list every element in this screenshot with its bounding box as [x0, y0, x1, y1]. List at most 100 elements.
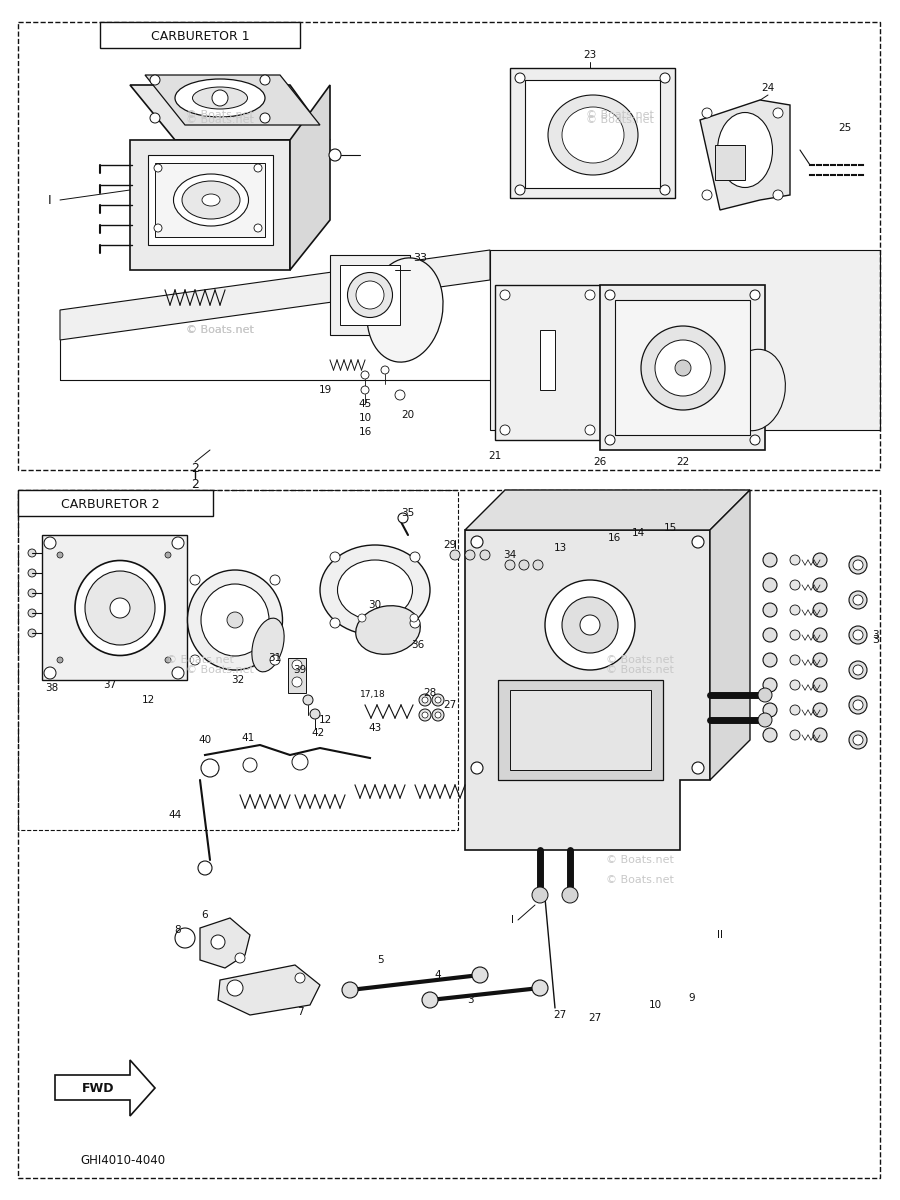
Ellipse shape	[724, 349, 786, 431]
Circle shape	[750, 290, 760, 300]
Text: 12: 12	[141, 695, 155, 704]
Circle shape	[330, 618, 340, 628]
Text: 39: 39	[293, 665, 307, 674]
Text: 5: 5	[377, 955, 383, 965]
Circle shape	[480, 550, 490, 560]
Circle shape	[154, 224, 162, 232]
Text: 41: 41	[241, 733, 255, 743]
Circle shape	[270, 575, 280, 584]
Circle shape	[790, 730, 800, 740]
Circle shape	[471, 762, 483, 774]
Text: 25: 25	[839, 122, 851, 133]
Circle shape	[790, 605, 800, 614]
Text: 27: 27	[589, 1013, 601, 1022]
Circle shape	[292, 677, 302, 686]
Circle shape	[330, 552, 340, 562]
Ellipse shape	[187, 570, 283, 670]
Circle shape	[692, 762, 704, 774]
Circle shape	[260, 74, 270, 85]
Circle shape	[28, 569, 36, 577]
Polygon shape	[130, 85, 330, 140]
Text: 15: 15	[663, 523, 677, 533]
Circle shape	[853, 734, 863, 745]
Polygon shape	[60, 250, 490, 340]
Circle shape	[410, 618, 420, 628]
Circle shape	[28, 608, 36, 617]
Circle shape	[110, 598, 130, 618]
Text: 12: 12	[319, 715, 331, 725]
Circle shape	[254, 164, 262, 172]
Ellipse shape	[367, 258, 443, 362]
Text: 27: 27	[554, 1010, 567, 1020]
Circle shape	[758, 713, 772, 727]
Text: 2: 2	[191, 478, 199, 491]
Circle shape	[763, 653, 777, 667]
Polygon shape	[130, 140, 290, 270]
Text: 22: 22	[677, 457, 689, 467]
Text: © Boats.net: © Boats.net	[606, 655, 674, 665]
Circle shape	[519, 560, 529, 570]
Circle shape	[154, 164, 162, 172]
Circle shape	[758, 688, 772, 702]
Circle shape	[28, 589, 36, 596]
Circle shape	[533, 560, 543, 570]
Text: 10: 10	[648, 1000, 662, 1010]
Text: 32: 32	[231, 674, 245, 685]
Circle shape	[585, 290, 595, 300]
Circle shape	[361, 371, 369, 379]
Text: 17,18: 17,18	[360, 690, 386, 700]
Text: © Boats.net: © Boats.net	[606, 665, 674, 674]
Circle shape	[849, 626, 867, 644]
Circle shape	[515, 185, 525, 194]
Circle shape	[790, 630, 800, 640]
Circle shape	[660, 73, 670, 83]
Circle shape	[44, 538, 56, 550]
Circle shape	[763, 553, 777, 566]
Text: 16: 16	[358, 427, 372, 437]
Circle shape	[853, 700, 863, 710]
Ellipse shape	[202, 194, 220, 206]
Circle shape	[260, 113, 270, 122]
Bar	[510, 690, 651, 770]
Circle shape	[605, 434, 615, 445]
Circle shape	[813, 628, 827, 642]
Circle shape	[562, 596, 618, 653]
Circle shape	[500, 290, 510, 300]
Ellipse shape	[356, 281, 384, 308]
Bar	[18, 490, 880, 1178]
Circle shape	[813, 703, 827, 716]
Circle shape	[310, 709, 320, 719]
Text: 36: 36	[411, 640, 425, 650]
Text: 20: 20	[401, 410, 415, 420]
Circle shape	[849, 590, 867, 608]
Circle shape	[410, 614, 418, 622]
Ellipse shape	[175, 79, 265, 116]
Bar	[100, 22, 300, 48]
Circle shape	[212, 90, 228, 106]
Circle shape	[773, 108, 783, 118]
Polygon shape	[700, 100, 790, 210]
Circle shape	[853, 560, 863, 570]
Text: 37: 37	[104, 680, 117, 690]
Polygon shape	[218, 965, 320, 1015]
Bar	[540, 330, 555, 390]
Circle shape	[849, 696, 867, 714]
Text: 40: 40	[198, 734, 212, 745]
Circle shape	[813, 678, 827, 692]
Circle shape	[763, 602, 777, 617]
Ellipse shape	[252, 618, 284, 672]
Text: © Boats.net: © Boats.net	[606, 875, 674, 886]
Text: 31: 31	[268, 653, 282, 662]
Circle shape	[292, 754, 308, 770]
Circle shape	[422, 992, 438, 1008]
Circle shape	[849, 661, 867, 679]
Ellipse shape	[320, 545, 430, 635]
Circle shape	[419, 694, 431, 706]
Circle shape	[398, 514, 408, 523]
Circle shape	[580, 614, 600, 635]
Text: 29: 29	[444, 540, 456, 550]
Polygon shape	[465, 490, 750, 530]
Circle shape	[562, 887, 578, 902]
Circle shape	[471, 536, 483, 548]
Bar	[340, 265, 400, 325]
